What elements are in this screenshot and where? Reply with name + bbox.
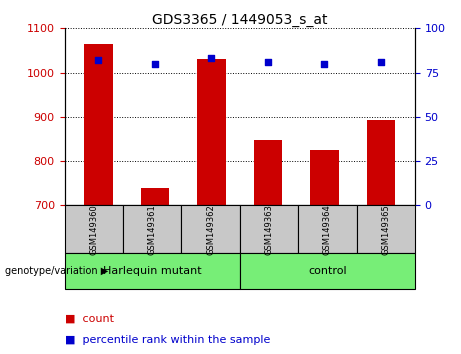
Point <box>321 61 328 67</box>
Text: Harlequin mutant: Harlequin mutant <box>103 266 201 276</box>
Title: GDS3365 / 1449053_s_at: GDS3365 / 1449053_s_at <box>152 13 327 27</box>
Text: GSM149361: GSM149361 <box>148 204 157 255</box>
Bar <box>367 120 395 205</box>
Point <box>95 57 102 63</box>
Text: GSM149362: GSM149362 <box>206 204 215 255</box>
Bar <box>197 59 225 205</box>
Point <box>151 61 159 67</box>
Text: GSM149363: GSM149363 <box>265 204 273 255</box>
Text: ■  count: ■ count <box>65 314 113 324</box>
Point <box>208 56 215 61</box>
Bar <box>141 188 169 205</box>
Point <box>264 59 272 65</box>
Text: GSM149364: GSM149364 <box>323 204 332 255</box>
Text: control: control <box>308 266 347 276</box>
Bar <box>310 149 339 205</box>
Text: genotype/variation ▶: genotype/variation ▶ <box>5 266 108 276</box>
Text: GSM149360: GSM149360 <box>89 204 98 255</box>
Text: ■  percentile rank within the sample: ■ percentile rank within the sample <box>65 335 270 345</box>
Text: GSM149365: GSM149365 <box>381 204 390 255</box>
Point <box>377 59 384 65</box>
Bar <box>84 44 112 205</box>
Bar <box>254 140 282 205</box>
